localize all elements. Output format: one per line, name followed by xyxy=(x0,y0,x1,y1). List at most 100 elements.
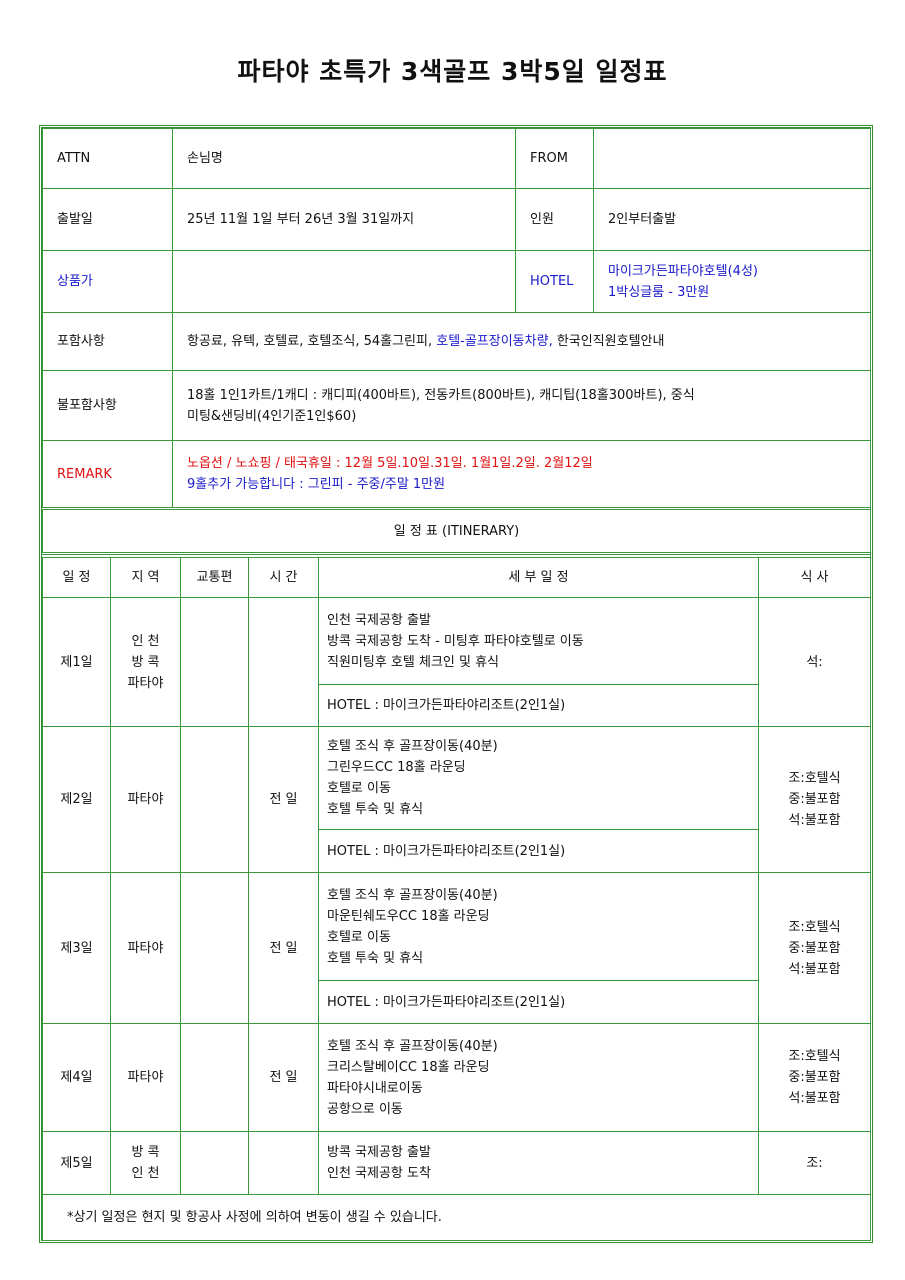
excluded-line: 미팅&샌딩비(4인기준1인$60) xyxy=(187,408,357,424)
price-label: 상품가 xyxy=(42,250,173,313)
time: 전 일 xyxy=(248,726,319,873)
meal-line: 석:불포함 xyxy=(788,813,841,828)
day-row: 제2일 파타야 전 일 호텔 조식 후 골프장이동(40분) 그린우드CC 18홀 라운… xyxy=(42,726,871,873)
day-text: 제2일 xyxy=(60,792,93,807)
transport xyxy=(180,726,249,873)
detail-line: 그린우드CC 18홀 라운딩 xyxy=(327,760,466,775)
day-hotel: HOTEL : 마이크가든파타야리조트(2인1실) xyxy=(318,980,759,1024)
detail-line: 방콕 국제공항 출발 xyxy=(327,1145,431,1160)
day-hotel: HOTEL : 마이크가든파타야리조트(2인1실) xyxy=(318,829,759,873)
included-text: 항공료, 유텍, 호텔료, 호텔조식, 54홀그린피, xyxy=(187,334,437,349)
transport xyxy=(180,1023,249,1132)
time-text: 전 일 xyxy=(269,792,298,807)
meal-line: 조:호텔식 xyxy=(788,771,841,786)
meal-line: 조:호텔식 xyxy=(788,1049,841,1064)
info-table: ATTN 손님명 FROM 출발일 25년 11월 1일 부터 26년 3월 3… xyxy=(42,128,871,555)
itinerary-title: 일 정 표 (ITINERARY) xyxy=(42,507,871,555)
details: 호텔 조식 후 골프장이동(40분) 그린우드CC 18홀 라운딩 호텔로 이동 호텔… xyxy=(318,726,759,830)
included-label: 포함사항 xyxy=(42,312,173,371)
included-transfer: 호텔-골프장이동차량, xyxy=(436,334,553,349)
hotel-row: HOTEL : 마이크가든파타야리조트(2인1실) xyxy=(43,980,871,1024)
hotel-name: 마이크가든파타야호텔(4성) xyxy=(608,263,758,279)
time: 전 일 xyxy=(248,872,319,1024)
time: 전 일 xyxy=(248,1023,319,1132)
included-value: 항공료, 유텍, 호텔료, 호텔조식, 54홀그린피, 호텔-골프장이동차량, … xyxy=(172,312,871,371)
region-line: 방 콕 xyxy=(131,1145,160,1160)
header-time: 시 간 xyxy=(248,557,319,598)
excluded-label: 불포함사항 xyxy=(42,370,173,441)
day-row: 제3일 파타야 전 일 호텔 조식 후 골프장이동(40분) 마운틴쉐도우CC 18홀 … xyxy=(42,872,871,1024)
day-label: 제4일 xyxy=(42,1023,111,1132)
from-value xyxy=(593,128,871,189)
region-line: 파타야 xyxy=(127,792,164,807)
details: 호텔 조식 후 골프장이동(40분) 크리스탈베이CC 18홀 라운딩 파타야시내로… xyxy=(318,1023,759,1132)
transport xyxy=(180,872,249,1024)
day-label: 제2일 xyxy=(42,726,111,873)
time xyxy=(248,1131,319,1195)
region: 파타야 xyxy=(110,726,181,873)
region-line: 방 콕 xyxy=(131,654,160,670)
transport xyxy=(180,1131,249,1195)
footer-note: *상기 일정은 현지 및 항공사 사정에 의하여 변동이 생길 수 있습니다. xyxy=(42,1194,871,1241)
depart-value: 25년 11월 1일 부터 26년 3월 31일까지 xyxy=(172,188,516,251)
hotel-single-room: 1박싱글룸 - 3만원 xyxy=(608,284,710,300)
time-text: 전 일 xyxy=(269,1070,298,1085)
hotel-value: 마이크가든파타야호텔(4성) 1박싱글룸 - 3만원 xyxy=(593,250,871,313)
header-day: 일 정 xyxy=(42,557,111,598)
meal-line: 석: xyxy=(806,654,823,670)
day-label: 제5일 xyxy=(42,1131,111,1195)
detail-line: 호텔 투숙 및 휴식 xyxy=(327,950,424,966)
day-text: 제4일 xyxy=(60,1070,93,1085)
day-text: 제3일 xyxy=(60,940,93,956)
region-line: 파타야 xyxy=(127,940,164,956)
header-details: 세 부 일 정 xyxy=(318,557,759,598)
day-label: 제3일 xyxy=(42,872,111,1024)
meals: 조:호텔식 중:불포함 석:불포함 xyxy=(758,726,871,873)
excluded-value: 18홀 1인1카트/1캐디 : 캐디피(400바트), 전동카트(800바트),… xyxy=(172,370,871,441)
remark-label: REMARK xyxy=(42,440,173,509)
price-value xyxy=(172,250,516,313)
header-meals: 식 사 xyxy=(758,557,871,598)
hotel-row: HOTEL : 마이크가든파타야리조트(2인1실) xyxy=(43,829,871,873)
detail-line: 호텔로 이동 xyxy=(327,929,391,945)
detail-line: 호텔로 이동 xyxy=(327,781,391,796)
detail-line: 인천 국제공항 도착 xyxy=(327,1166,431,1181)
included-guide: 한국인직원호텔안내 xyxy=(552,334,665,349)
meal-line: 중:불포함 xyxy=(788,940,841,956)
document-frame xyxy=(39,125,873,1243)
header-transport: 교통편 xyxy=(180,557,249,598)
attn-value: 손님명 xyxy=(172,128,516,189)
detail-line: 호텔 조식 후 골프장이동(40분) xyxy=(327,739,498,754)
detail-line: 직원미팅후 호텔 체크인 및 휴식 xyxy=(327,654,500,670)
detail-line: 마운틴쉐도우CC 18홀 라운딩 xyxy=(327,908,490,924)
detail-line: 파타야시내로이동 xyxy=(327,1080,423,1096)
meals: 석: xyxy=(758,597,871,727)
details: 인천 국제공항 출발 방콕 국제공항 도착 - 미팅후 파타야호텔로 이동 직원미팅… xyxy=(318,597,759,685)
day-label: 제1일 xyxy=(42,597,111,727)
region: 파타야 xyxy=(110,872,181,1024)
meals: 조:호텔식 중:불포함 석:불포함 xyxy=(758,872,871,1024)
remark-line: 노옵션 / 노쇼핑 / 태국휴일 : 12월 5일.10일.31일. 1월1일.… xyxy=(187,456,593,471)
detail-line: 호텔 조식 후 골프장이동(40분) xyxy=(327,1038,498,1054)
page-title: 파타야 초특가 3색골프 3박5일 일정표 xyxy=(237,57,668,86)
meals: 조: xyxy=(758,1131,871,1195)
region-line: 파타야 xyxy=(127,675,164,691)
excluded-line: 18홀 1인1카트/1캐디 : 캐디피(400바트), 전동카트(800바트),… xyxy=(187,387,695,403)
attn-label: ATTN xyxy=(42,128,173,189)
hotel-label: HOTEL xyxy=(515,250,594,313)
time-text: 전 일 xyxy=(269,940,298,956)
meal-line: 조: xyxy=(806,1155,823,1171)
itinerary-header: 일 정 지 역 교통편 시 간 세 부 일 정 식 사 xyxy=(42,557,871,598)
region-line: 인 천 xyxy=(131,633,160,649)
header-region: 지 역 xyxy=(110,557,181,598)
meal-line: 석:불포함 xyxy=(788,1091,841,1106)
region-line: 인 천 xyxy=(131,1166,160,1181)
detail-line: 호텔 조식 후 골프장이동(40분) xyxy=(327,887,498,903)
detail-line: 인천 국제공항 출발 xyxy=(327,612,431,628)
meals: 조:호텔식 중:불포함 석:불포함 xyxy=(758,1023,871,1132)
day-text: 제5일 xyxy=(60,1155,93,1171)
